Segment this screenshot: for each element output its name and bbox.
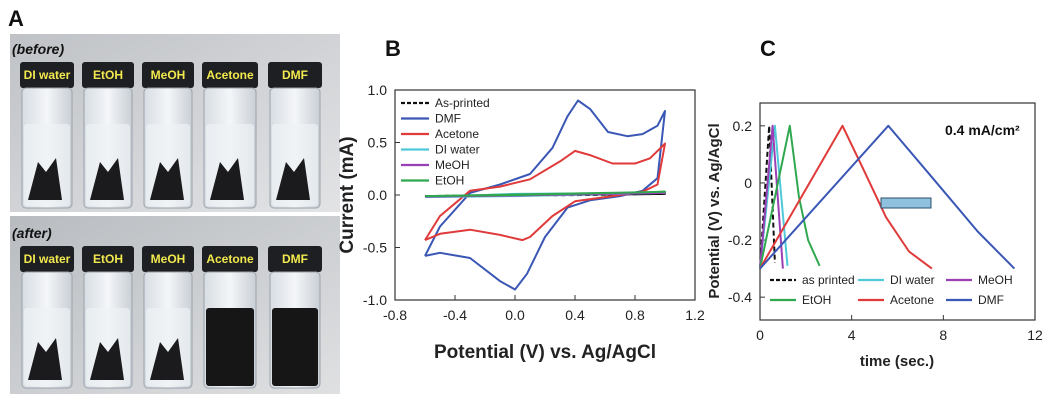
series-line bbox=[759, 124, 776, 269]
gcd-plot-frame bbox=[759, 102, 1036, 321]
series-line bbox=[424, 190, 666, 198]
before-vial: MeOH bbox=[142, 62, 194, 209]
legend-entry: DI water bbox=[890, 273, 935, 287]
legend-entry: as printed bbox=[802, 273, 855, 287]
vial-label: DI water bbox=[24, 252, 71, 266]
x-tick-label: -0.4 bbox=[443, 307, 467, 323]
x-tick-label: 12 bbox=[1027, 327, 1043, 343]
x-tick-label: -0.8 bbox=[383, 307, 407, 323]
x-tick-label: 4 bbox=[848, 327, 856, 343]
gcd-x-axis-title: time (sec.) bbox=[860, 353, 934, 370]
panel-label-c: C bbox=[760, 36, 776, 61]
after-vial: DMF bbox=[268, 246, 322, 389]
current-density-annotation: 0.4 mA/cm² bbox=[945, 122, 1020, 138]
scale-bar bbox=[880, 197, 932, 209]
gcd-chart: 0 4 8 12 0.2 0 -0.2 -0.4 0.4 mA/cm² as printed D… bbox=[706, 102, 1043, 370]
x-tick-label: 0.4 bbox=[565, 307, 585, 323]
before-vial: Acetone bbox=[202, 62, 258, 209]
before-label: (before) bbox=[12, 41, 64, 57]
after-vial: MeOH bbox=[142, 246, 194, 389]
series-line bbox=[759, 124, 784, 269]
y-tick-label: 0 bbox=[744, 175, 752, 191]
y-tick-label: -0.2 bbox=[728, 232, 752, 248]
x-tick-label: 0.0 bbox=[505, 307, 525, 323]
x-tick-label: 0.8 bbox=[625, 307, 645, 323]
series-line bbox=[424, 99, 666, 291]
vial-label: EtOH bbox=[93, 68, 123, 82]
legend-entry: MeOH bbox=[978, 273, 1013, 287]
after-label: (after) bbox=[12, 225, 52, 241]
y-tick-label: -0.4 bbox=[728, 289, 752, 305]
y-tick-label: 1.0 bbox=[368, 82, 388, 98]
gcd-y-axis-title: Potential (V) vs. Ag/AgCl bbox=[706, 123, 723, 298]
vial-label: DI water bbox=[24, 68, 71, 82]
y-tick-label: -0.5 bbox=[363, 240, 387, 256]
legend-entry: EtOH bbox=[435, 174, 464, 188]
y-tick-label: 0.2 bbox=[733, 118, 753, 134]
legend-entry: Acetone bbox=[435, 127, 479, 141]
y-tick-label: -1.0 bbox=[363, 292, 387, 308]
vial-label: EtOH bbox=[93, 252, 123, 266]
legend-entry: DMF bbox=[978, 293, 1004, 307]
vial-label: MeOH bbox=[151, 252, 186, 266]
legend-entry: As-printed bbox=[435, 96, 490, 110]
vial-label: DMF bbox=[282, 68, 308, 82]
panel-label-b: B bbox=[385, 36, 401, 61]
after-vial: Acetone bbox=[202, 246, 258, 389]
x-tick-label: 0 bbox=[756, 327, 764, 343]
before-vial: DMF bbox=[268, 62, 322, 209]
legend-entry: DI water bbox=[435, 143, 480, 157]
cv-x-axis-title: Potential (V) vs. Ag/AgCl bbox=[434, 342, 656, 363]
vial-label: Acetone bbox=[206, 252, 254, 266]
series-line bbox=[759, 124, 1016, 270]
vial-label: Acetone bbox=[206, 68, 254, 82]
panel-label-a: A bbox=[8, 6, 24, 31]
vial-label: DMF bbox=[282, 252, 308, 266]
cv-y-axis-title: Current (mA) bbox=[337, 136, 358, 253]
after-vial: EtOH bbox=[82, 246, 134, 389]
before-vial: EtOH bbox=[82, 62, 134, 209]
series-line bbox=[759, 124, 821, 269]
legend-entry: DMF bbox=[435, 112, 461, 126]
series-line bbox=[424, 142, 666, 242]
before-vial: DI water bbox=[20, 62, 74, 209]
y-tick-label: 0.5 bbox=[368, 135, 388, 151]
legend-entry: MeOH bbox=[435, 158, 470, 172]
legend-entry: Acetone bbox=[890, 293, 934, 307]
vials-photo: DI water EtOH MeOH Acetone DMF DI water EtOH Me… bbox=[10, 34, 340, 394]
series-line bbox=[759, 124, 933, 270]
cv-chart: -0.8 -0.4 0.0 0.4 0.8 1.2 1.0 0.5 0.0 -0.5 -1.0 As… bbox=[337, 82, 705, 363]
x-tick-label: 8 bbox=[939, 327, 947, 343]
after-vial: DI water bbox=[20, 246, 74, 389]
x-tick-label: 1.2 bbox=[685, 307, 705, 323]
vial-label: MeOH bbox=[151, 68, 186, 82]
y-tick-label: 0.0 bbox=[368, 187, 388, 203]
legend-entry: EtOH bbox=[802, 293, 831, 307]
